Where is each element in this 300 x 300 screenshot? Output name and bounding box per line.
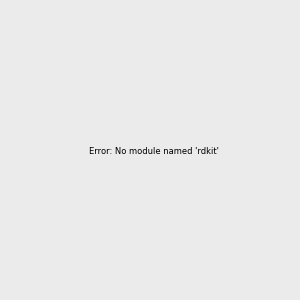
Text: Error: No module named 'rdkit': Error: No module named 'rdkit' (89, 147, 219, 156)
